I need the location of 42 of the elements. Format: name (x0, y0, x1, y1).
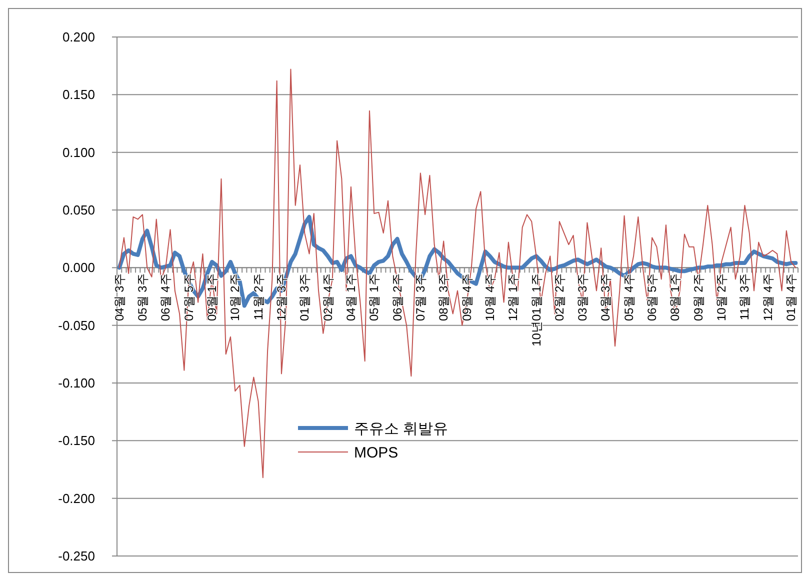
x-tick-label: 06월 4주 (158, 274, 173, 322)
x-tick-label: 04월 1주 (344, 274, 358, 322)
x-tick-label: 12월 4주 (760, 274, 775, 322)
x-tick-label: 12월 1주 (506, 274, 520, 322)
x-tick-label: 05월 1주 (367, 274, 382, 322)
legend-label: MOPS (354, 444, 398, 462)
x-tick-label: 07월 5주 (182, 274, 196, 322)
x-tick-label: 10월 2주 (228, 274, 242, 322)
y-tick-label: -0.250 (58, 548, 95, 564)
x-tick-label: 01월 4주 (784, 274, 798, 322)
x-tick-label: 11월 3주 (738, 274, 752, 320)
x-tick-label: 11월 2주 (251, 274, 266, 320)
y-tick-label: 0.100 (62, 144, 95, 160)
x-tick-label: 10월 4주 (482, 274, 497, 322)
x-tick-label: 06월 2주 (390, 274, 404, 322)
x-tick-label: 04월 3주 (112, 274, 126, 322)
x-tick-label: 09월 2주 (691, 274, 706, 322)
y-tick-label: 0.150 (62, 87, 95, 102)
y-tick-label: -0.200 (58, 490, 95, 506)
x-tick-label: 09월 4주 (460, 274, 474, 322)
y-tick-label: 0.200 (62, 30, 95, 45)
y-tick-label: -0.050 (58, 318, 95, 333)
legend-label: 주유소 휘발유 (354, 420, 448, 438)
y-tick-label: -0.100 (58, 376, 95, 391)
y-tick-label: 0.050 (62, 202, 95, 218)
x-tick-label: 12월 3주 (274, 274, 288, 322)
y-tick-label: -0.150 (58, 433, 95, 448)
x-tick-label: 03월 3주 (576, 274, 590, 322)
x-tick-label: 10월 2주 (714, 274, 729, 322)
x-tick-label: 07월 3주 (413, 274, 428, 322)
x-tick-label: 08월 1주 (668, 274, 682, 322)
x-tick-label: 06월 5주 (645, 274, 660, 322)
x-tick-label: 05월 4주 (622, 274, 636, 322)
x-tick-label: 09월 1주 (204, 274, 219, 322)
y-tick-label: 0.000 (62, 260, 95, 276)
x-tick-label: 02월 2주 (552, 274, 566, 322)
x-tick-label: 02월 4주 (320, 274, 335, 322)
x-tick-label: 05월 3주 (135, 274, 150, 322)
x-tick-label: 08월 3주 (436, 274, 451, 322)
x-tick-label: 10년01월 1주 (529, 274, 544, 346)
x-tick-label: 04월 3주 (598, 274, 613, 322)
x-tick-label: 01월 3주 (298, 274, 312, 322)
